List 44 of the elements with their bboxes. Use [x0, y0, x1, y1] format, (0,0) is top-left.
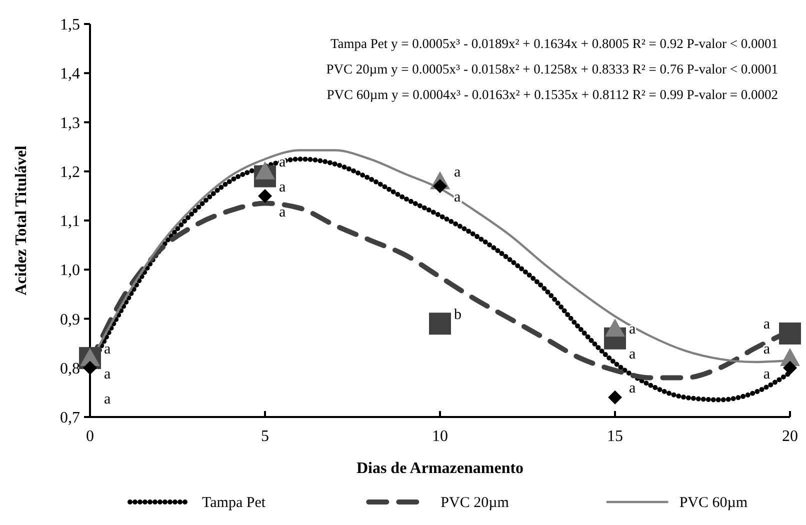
point: [83, 360, 97, 375]
annotation: a: [279, 204, 286, 221]
annotation: a: [104, 366, 111, 382]
y-tick-label: 1,1: [60, 213, 80, 230]
point: [779, 322, 801, 344]
point: [608, 390, 622, 404]
annotation: a: [454, 164, 461, 180]
point: [258, 188, 272, 203]
annotation: PVC 60µm y = 0.0004x³ - 0.0163x² + 0.1535x + 0.8112 R² = 0.99 P-valor = 0.0002: [326, 87, 778, 102]
point: [255, 161, 275, 180]
annotation: a: [279, 180, 286, 196]
annotation: a: [629, 322, 636, 338]
annotation: a: [763, 316, 770, 333]
annotation: a: [104, 391, 111, 408]
y-tick-label: 0,8: [60, 360, 80, 378]
x-axis-title: Dias de Armazenamento: [356, 460, 524, 477]
annotation: a: [763, 366, 770, 383]
annotation: a: [104, 341, 111, 358]
annotation: a: [454, 189, 461, 206]
annotation: b: [454, 306, 462, 323]
x-tick-label: 15: [607, 428, 623, 445]
point: [429, 312, 451, 335]
y-tick-label: 1,0: [60, 262, 80, 280]
y-tick-label: 0,9: [60, 311, 80, 328]
legend-label: PVC 20µm: [440, 495, 510, 511]
y-tick-label: 1,4: [60, 66, 80, 83]
legend-label: Tampa Pet: [202, 495, 266, 511]
x-tick-label: 20: [782, 428, 798, 445]
annotation: a: [763, 342, 770, 358]
y-tick-label: 1,3: [60, 114, 80, 132]
point: [783, 360, 797, 375]
annotation: a: [629, 380, 636, 397]
legend-label: PVC 60µm: [679, 495, 748, 511]
x-tick-label: 0: [86, 428, 94, 445]
annotation: PVC 20µm y = 0.0005x³ - 0.0158x² + 0.1258x + 0.8333 R² = 0.76 P-valor < 0.0001: [326, 62, 778, 76]
point: [605, 318, 625, 337]
annotation: a: [629, 346, 636, 363]
y-tick-label: 1,2: [60, 164, 80, 181]
x-tick-label: 5: [261, 428, 269, 445]
y-tick-label: 0,7: [60, 410, 80, 427]
annotation: Tampa Pet y = 0.0005x³ - 0.0189x² + 0.1634x + 0.8005 R² = 0.92 P-valor < 0.0001: [330, 36, 778, 51]
y-axis-title: Acidez Total Titulável: [13, 145, 30, 296]
y-tick-label: 1,5: [60, 16, 80, 34]
x-tick-label: 10: [432, 428, 448, 445]
